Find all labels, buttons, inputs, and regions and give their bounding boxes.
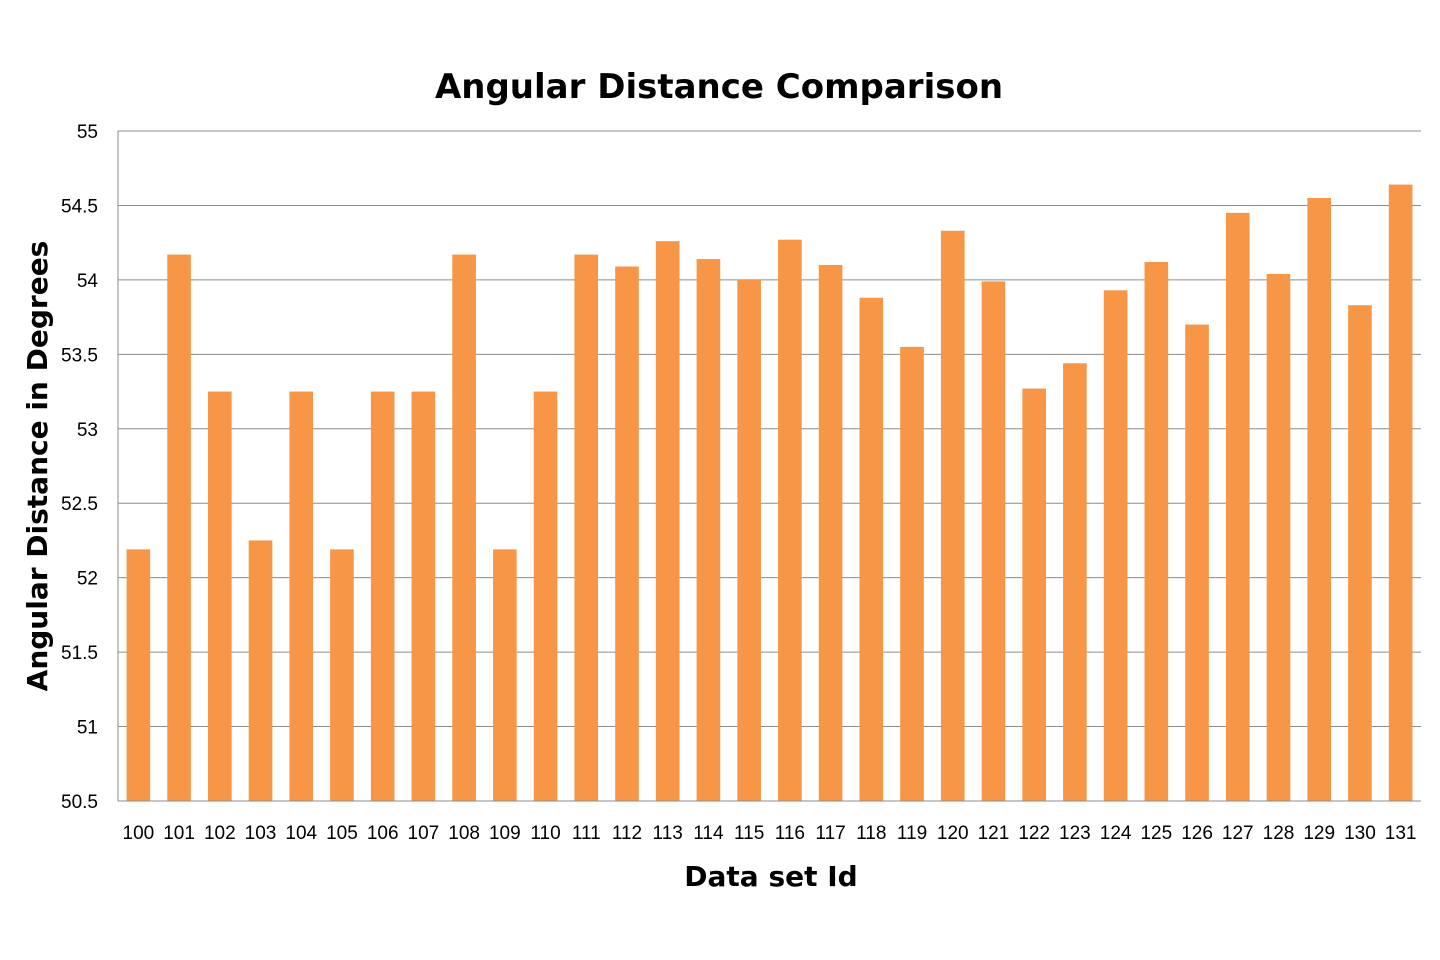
- bar-113: [655, 241, 680, 801]
- x-tick-label: 102: [204, 823, 236, 844]
- x-tick-label: 122: [1018, 823, 1050, 844]
- bar-124: [1103, 290, 1128, 801]
- x-tick-label: 121: [978, 823, 1010, 844]
- bar-117: [818, 265, 843, 801]
- x-tick-label: 113: [653, 823, 683, 844]
- x-tick-label: 109: [489, 823, 521, 844]
- bar-108: [452, 254, 476, 802]
- bar-102: [207, 391, 232, 801]
- x-tick-label: 100: [123, 823, 155, 844]
- gridlines: [118, 130, 1421, 728]
- y-tick-label: 52: [77, 569, 98, 590]
- bar-115: [737, 279, 761, 801]
- bar-121: [981, 281, 1006, 801]
- x-tick-label: 119: [897, 823, 927, 844]
- bar-111: [574, 254, 599, 802]
- bar-101: [167, 254, 191, 802]
- x-tick-label: 131: [1385, 823, 1417, 844]
- bars: [126, 184, 1413, 802]
- x-tick-label: 110: [530, 823, 560, 844]
- bar-128: [1266, 273, 1291, 801]
- x-tick-label: 118: [856, 823, 886, 844]
- y-tick-label: 52.5: [61, 494, 98, 515]
- bar-118: [859, 297, 884, 801]
- bar-100: [126, 549, 151, 801]
- y-tick-label: 51.5: [61, 643, 98, 664]
- bar-105: [330, 549, 354, 801]
- bar-123: [1063, 363, 1087, 801]
- y-tick-label: 53.5: [61, 345, 98, 366]
- x-tick-label: 123: [1059, 823, 1091, 844]
- bar-122: [1022, 388, 1046, 801]
- bar-130: [1348, 305, 1372, 801]
- bar-112: [615, 266, 639, 801]
- x-tick-label: 114: [693, 823, 724, 844]
- bar-127: [1225, 212, 1250, 801]
- bar-109: [493, 549, 517, 801]
- bar-103: [248, 540, 273, 801]
- bar-104: [289, 391, 314, 801]
- y-tick-label: 54: [77, 271, 99, 292]
- x-tick-label: 117: [815, 823, 845, 844]
- bar-107: [411, 391, 436, 801]
- y-axis-title: Angular Distance in Degrees: [21, 241, 54, 692]
- bar-131: [1388, 184, 1413, 802]
- x-tick-label: 106: [367, 823, 399, 844]
- x-tick-label: 126: [1181, 823, 1213, 844]
- x-tick-label: 115: [734, 823, 764, 844]
- bar-129: [1307, 198, 1332, 801]
- bar-116: [778, 239, 802, 801]
- bar-126: [1185, 324, 1209, 801]
- x-tick-label: 108: [448, 823, 480, 844]
- bar-114: [696, 259, 721, 801]
- x-tick-label: 112: [612, 823, 642, 844]
- bar-120: [940, 230, 965, 801]
- x-tick-label: 107: [408, 823, 440, 844]
- x-tick-label: 124: [1100, 823, 1132, 844]
- x-tick-label: 116: [775, 823, 805, 844]
- x-tick-label: 101: [163, 823, 195, 844]
- bar-125: [1144, 262, 1169, 801]
- bar-110: [533, 391, 558, 801]
- x-tick-label: 128: [1263, 823, 1295, 844]
- x-tick-label: 111: [572, 823, 601, 844]
- bar-106: [370, 391, 395, 801]
- x-tick-label: 105: [326, 823, 358, 844]
- x-tick-label: 103: [245, 823, 277, 844]
- x-tick-label: 125: [1140, 823, 1172, 844]
- x-tick-label: 130: [1344, 823, 1376, 844]
- bar-119: [900, 346, 924, 801]
- x-tick-label: 129: [1303, 823, 1335, 844]
- x-tick-label: 120: [937, 823, 969, 844]
- y-tick-label: 53: [77, 420, 98, 441]
- x-tick-label: 104: [285, 823, 317, 844]
- x-tick-label: 127: [1222, 823, 1254, 844]
- y-tick-label: 55: [77, 122, 98, 143]
- y-tick-label: 54.5: [61, 196, 98, 217]
- x-axis-ticks: 100 101 102 103 104 105 106 107 108 109 110 111 112 1…: [123, 823, 1417, 844]
- y-tick-label: 51: [77, 718, 98, 739]
- x-axis-title: Data set Id: [684, 860, 857, 893]
- y-axis-ticks: 50.5 51 51.5 52 52.5 53 53.5 54 54.5 55: [61, 122, 98, 813]
- chart-title: Angular Distance Comparison: [435, 67, 1003, 107]
- y-tick-label: 50.5: [61, 792, 98, 813]
